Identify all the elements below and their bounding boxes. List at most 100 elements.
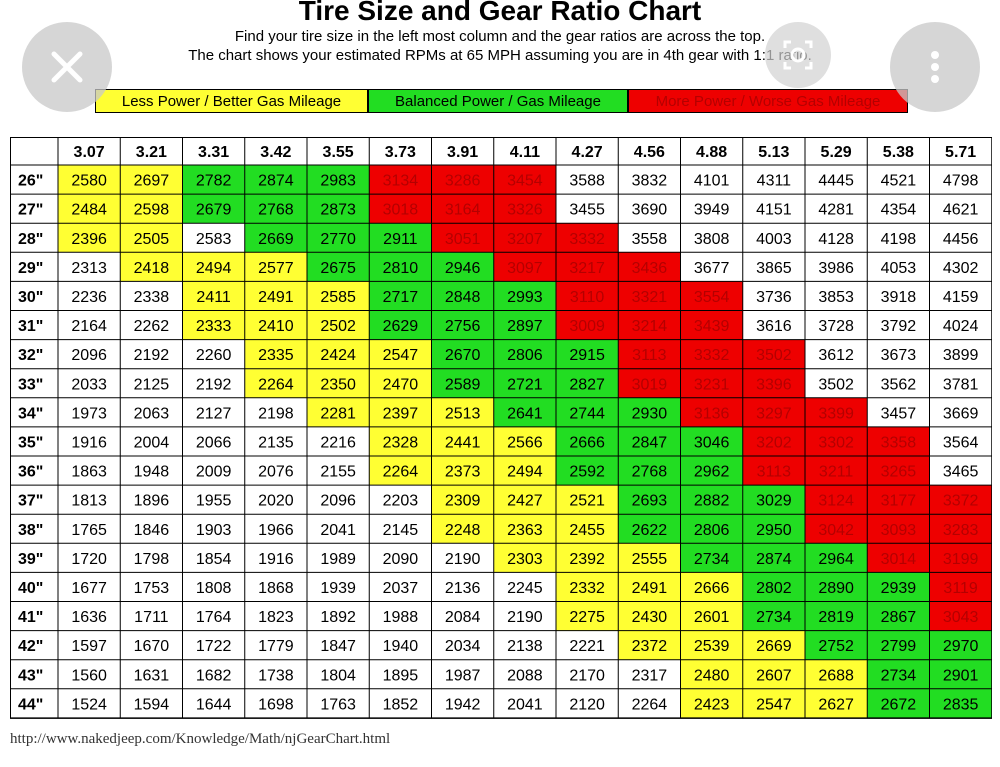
- table-cell: [58, 514, 121, 544]
- cell-value: 2666: [569, 434, 605, 451]
- cell-value: 2264: [632, 696, 668, 713]
- cell-value: 3865: [756, 260, 792, 277]
- cell-value: 3177: [881, 493, 917, 510]
- chart-subtitle-1: Find your tire size in the left most col…: [234, 28, 766, 45]
- cell-value: 2262: [134, 318, 170, 335]
- table-cell: [805, 601, 868, 631]
- row-header: 26": [18, 173, 43, 190]
- table-cell: [244, 514, 307, 544]
- table-cell: [556, 281, 619, 311]
- table-cell: [867, 543, 930, 573]
- cell-value: 2577: [258, 260, 294, 277]
- table-cell: [556, 368, 619, 398]
- table-cell: [244, 252, 307, 282]
- cell-value: 2317: [632, 667, 668, 684]
- close-button[interactable]: [22, 22, 112, 112]
- table-cell: [120, 339, 183, 369]
- table-cell: [431, 514, 494, 544]
- cell-value: 1738: [258, 667, 294, 684]
- cell-value: 2782: [196, 173, 232, 190]
- table-cell: [182, 165, 245, 195]
- legend-red: More Power / Worse Gas Mileage: [628, 89, 908, 113]
- table-cell: [805, 485, 868, 515]
- table-cell: [742, 456, 805, 486]
- cell-value: 2063: [134, 405, 170, 422]
- cell-value: 3792: [881, 318, 917, 335]
- table-cell: [431, 456, 494, 486]
- table-cell: [120, 630, 183, 660]
- table-cell: [369, 223, 432, 253]
- cell-value: 2930: [632, 405, 668, 422]
- table-cell: [369, 659, 432, 689]
- row-header: 42": [18, 638, 43, 655]
- cell-value: 2847: [632, 434, 668, 451]
- table-cell: [556, 397, 619, 427]
- table-cell: [680, 397, 743, 427]
- table-cell: [805, 426, 868, 456]
- cell-value: 1940: [383, 638, 419, 655]
- cell-value: 1644: [196, 696, 232, 713]
- cell-value: 1988: [383, 609, 419, 626]
- table-cell: [493, 310, 556, 340]
- table-cell: [867, 310, 930, 340]
- cell-value: 3736: [756, 289, 792, 306]
- cell-value: 2037: [383, 580, 419, 597]
- table-cell: [680, 310, 743, 340]
- cell-value: 2303: [507, 551, 543, 568]
- cell-value: 2455: [569, 522, 605, 539]
- cell-value: 2874: [756, 551, 792, 568]
- cell-value: 1560: [71, 667, 107, 684]
- table-cell: [742, 572, 805, 602]
- cell-value: 2752: [818, 638, 854, 655]
- lens-button[interactable]: [765, 22, 831, 88]
- table-cell: [867, 688, 930, 718]
- table-cell: [369, 165, 432, 195]
- table-cell: [867, 165, 930, 195]
- cell-value: 2136: [445, 580, 481, 597]
- column-header: 4.11: [510, 144, 540, 161]
- more-options-button[interactable]: [890, 22, 980, 112]
- table-cell: [307, 223, 370, 253]
- table-cell: [431, 339, 494, 369]
- row-header: 40": [18, 580, 43, 597]
- cell-value: 3899: [943, 347, 979, 364]
- table-cell: [929, 397, 992, 427]
- table-cell: [929, 514, 992, 544]
- table-cell: [182, 659, 245, 689]
- row-header: 28": [18, 231, 43, 248]
- table-cell: [680, 572, 743, 602]
- table-cell: [369, 572, 432, 602]
- cell-value: 2744: [569, 405, 605, 422]
- cell-value: 3043: [943, 609, 979, 626]
- table-cell: [929, 601, 992, 631]
- table-cell: [307, 514, 370, 544]
- table-cell: [805, 281, 868, 311]
- table-cell: [431, 165, 494, 195]
- table-cell: [618, 194, 681, 224]
- cell-value: 3832: [632, 173, 668, 190]
- table-cell: [929, 426, 992, 456]
- column-header: 3.42: [260, 144, 291, 161]
- cell-value: 4053: [881, 260, 917, 277]
- table-cell: [244, 368, 307, 398]
- table-cell: [680, 281, 743, 311]
- table-cell: [182, 281, 245, 311]
- cell-value: 3097: [507, 260, 543, 277]
- cell-value: 2397: [383, 405, 419, 422]
- table-cell: [867, 426, 930, 456]
- table-cell: [120, 194, 183, 224]
- table-cell: [369, 514, 432, 544]
- table-cell: [805, 165, 868, 195]
- cell-value: 1916: [71, 434, 107, 451]
- table-cell: [618, 397, 681, 427]
- table-cell: [742, 659, 805, 689]
- cell-value: 1948: [134, 464, 170, 481]
- cell-value: 2190: [507, 609, 543, 626]
- cell-value: 2009: [196, 464, 232, 481]
- table-cell: [929, 252, 992, 282]
- cell-value: 2580: [71, 173, 107, 190]
- table-cell: [493, 368, 556, 398]
- cell-value: 2993: [507, 289, 543, 306]
- cell-value: 4101: [694, 173, 730, 190]
- table-cell: [929, 281, 992, 311]
